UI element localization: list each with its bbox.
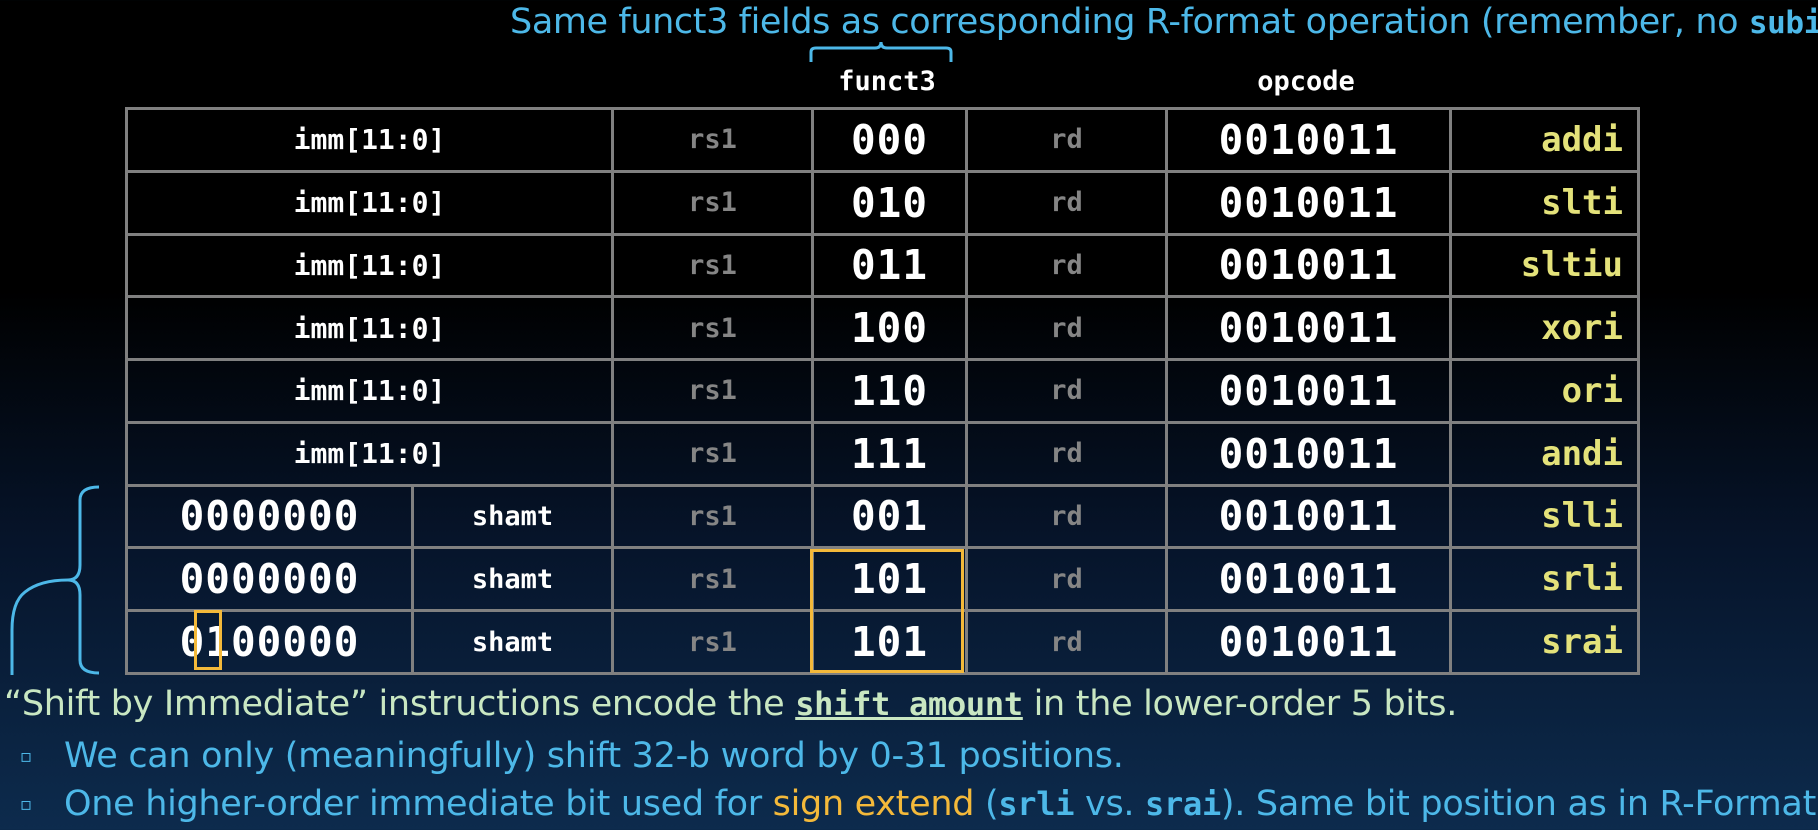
funct3-field: 100 [811,295,968,362]
sign-bit-highlight-box [194,610,222,670]
mnemonic-label: xori [1449,295,1640,362]
shift-rows-brace [10,485,100,675]
line1-text-b: in the lower-order 5 bits. [1022,684,1458,724]
funct3-field: 111 [811,420,968,487]
rs1-field: rs1 [611,232,814,299]
mnemonic-label: srli [1449,546,1640,613]
shamt-field: shamt [411,483,614,550]
opcode-field: 0010011 [1165,483,1452,550]
funct3-field: 011 [811,232,968,299]
opcode-field: 0010011 [1165,420,1452,487]
rd-field: rd [965,295,1168,362]
upper-imm-field: 0100000 [125,609,414,675]
opcode-field: 0010011 [1165,295,1452,362]
line3-code-srai: srai [1145,785,1221,823]
bullet-icon: ▫ [20,746,33,767]
imm-field: imm[11:0] [125,295,614,362]
explanation-line-1: “Shift by Immediate” instructions encode… [4,684,1457,724]
opcode-header: opcode [1257,66,1355,97]
rd-field: rd [965,169,1168,236]
rd-field: rd [965,546,1168,613]
top-note: Same funct3 fields as corresponding R-fo… [510,0,1818,44]
mnemonic-label: addi [1449,107,1640,173]
rs1-field: rs1 [611,546,814,613]
funct3-field: 001 [811,483,968,550]
shamt-field: shamt [411,609,614,675]
shamt-field: shamt [411,546,614,613]
rd-field: rd [965,232,1168,299]
imm-field: imm[11:0] [125,107,614,173]
rd-field: rd [965,107,1168,173]
rd-field: rd [965,483,1168,550]
rs1-field: rs1 [611,609,814,675]
line1-code: shift amount [795,685,1023,723]
imm-field: imm[11:0] [125,358,614,424]
line3-code-srli: srli [998,785,1075,823]
rd-field: rd [965,609,1168,675]
rd-field: rd [965,358,1168,424]
mnemonic-label: ori [1449,358,1640,424]
top-note-code: subi [1748,5,1818,41]
rs1-field: rs1 [611,169,814,236]
explanation-line-3: One higher-order immediate bit used for … [64,784,1818,824]
upper-imm-field: 0000000 [125,483,414,550]
explanation-line-2: We can only (meaningfully) shift 32-b wo… [64,736,1124,776]
line3-text-d: ). Same bit position as in R-Format! [1220,784,1818,824]
rd-field: rd [965,420,1168,487]
rs1-field: rs1 [611,358,814,424]
top-note-text: Same funct3 fields as corresponding R-fo… [510,2,1749,42]
line1-text-a: “Shift by Immediate” instructions encode… [4,684,796,724]
imm-field: imm[11:0] [125,420,614,487]
mnemonic-label: sltiu [1449,232,1640,299]
rs1-field: rs1 [611,295,814,362]
opcode-field: 0010011 [1165,358,1452,424]
line3-text-a: One higher-order immediate bit used for [64,784,773,824]
imm-field: imm[11:0] [125,169,614,236]
opcode-field: 0010011 [1165,169,1452,236]
opcode-field: 0010011 [1165,546,1452,613]
rs1-field: rs1 [611,107,814,173]
funct3-header: funct3 [838,66,936,97]
line3-text-b: ( [974,784,999,824]
bullet-icon: ▫ [20,794,33,815]
line3-text-c: vs. [1074,784,1146,824]
funct3-highlight-box [810,549,964,673]
rs1-field: rs1 [611,420,814,487]
funct3-field: 010 [811,169,968,236]
opcode-field: 0010011 [1165,107,1452,173]
mnemonic-label: srai [1449,609,1640,675]
rs1-field: rs1 [611,483,814,550]
opcode-field: 0010011 [1165,609,1452,675]
mnemonic-label: slli [1449,483,1640,550]
line3-highlight: sign extend [772,784,975,824]
imm-field: imm[11:0] [125,232,614,299]
upper-imm-field: 0000000 [125,546,414,613]
funct3-brace [809,41,953,62]
mnemonic-label: andi [1449,420,1640,487]
funct3-field: 110 [811,358,968,424]
mnemonic-label: slti [1449,169,1640,236]
opcode-field: 0010011 [1165,232,1452,299]
funct3-field: 000 [811,107,968,173]
